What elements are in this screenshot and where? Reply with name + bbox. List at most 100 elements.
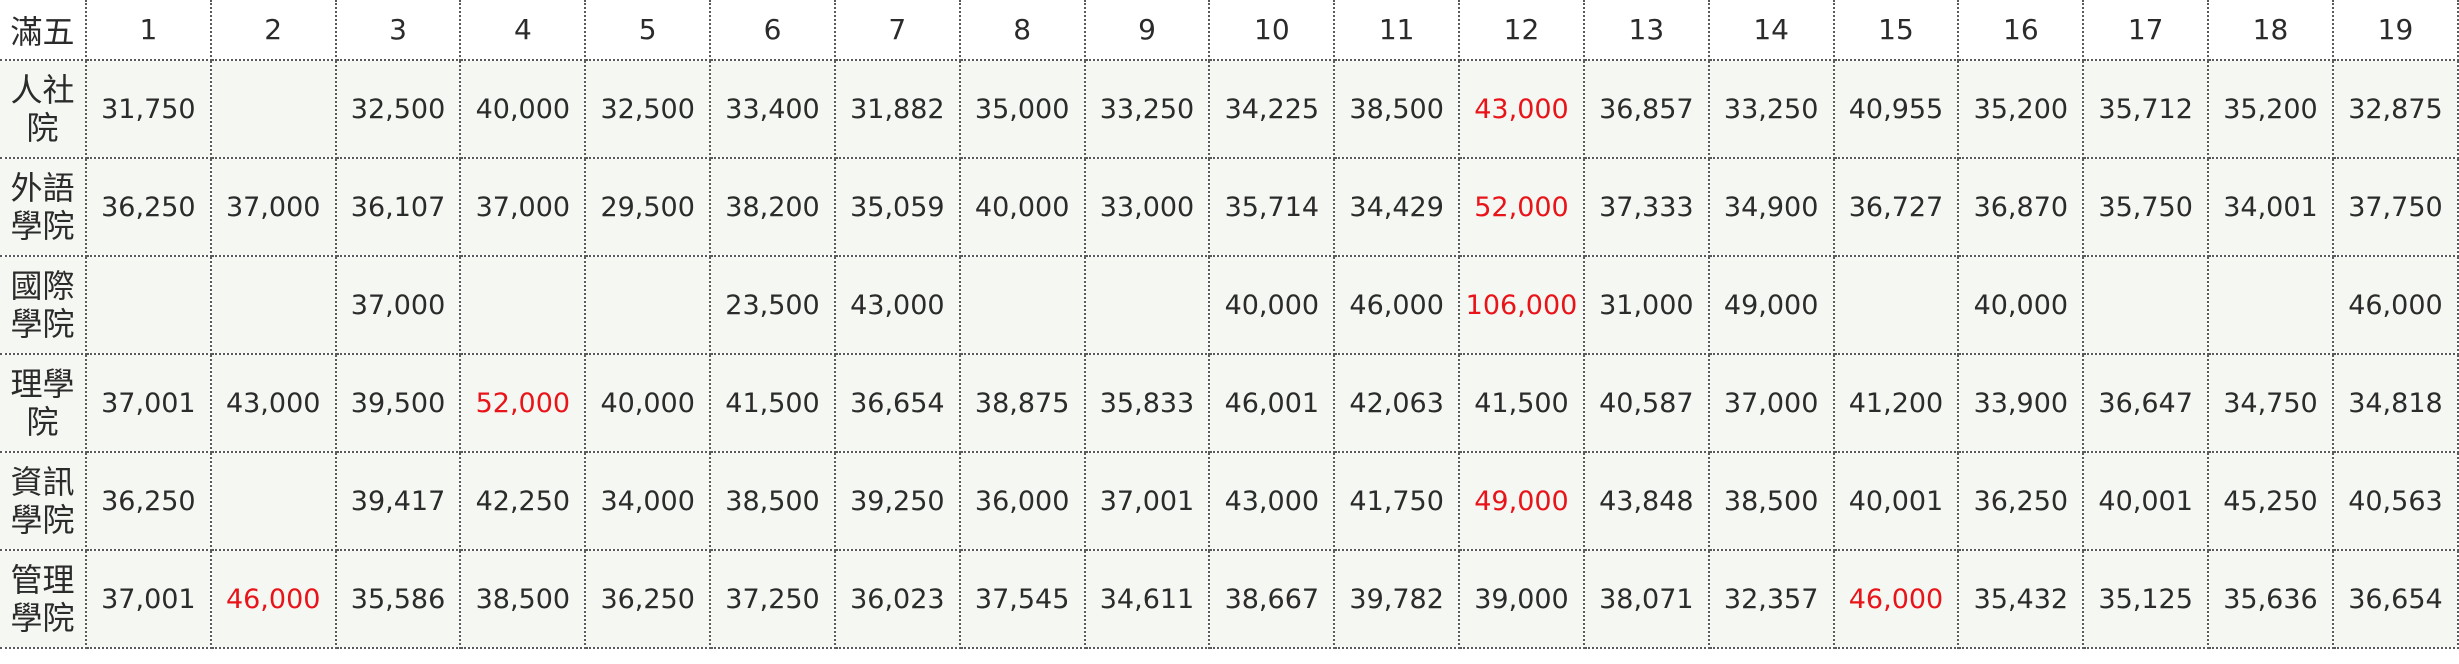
table-cell: 35,432 [1958, 550, 2085, 649]
table-cell [210, 452, 337, 551]
table-row: 外語學院 36,250 37,000 36,107 37,000 29,500 38,200… [0, 158, 2459, 257]
table-cell: 36,654 [2332, 550, 2459, 649]
table-cell: 35,833 [1084, 354, 1211, 453]
row-label: 外語學院 [0, 158, 87, 257]
table-row: 資訊學院 36,250 39,417 42,250 34,000 38,500 39,250… [0, 452, 2459, 551]
row-label: 資訊學院 [0, 452, 87, 551]
table-cell: 41,500 [710, 354, 836, 453]
table-header-row: 滿五 1 2 3 4 5 6 7 8 9 10 11 12 13 14 15 16 17 18 19 [0, 0, 2459, 61]
table-cell: 32,875 [2332, 60, 2459, 159]
table-cell: 36,857 [1583, 60, 1710, 159]
table-cell: 42,250 [460, 452, 587, 551]
table-cell [1084, 256, 1211, 355]
table-cell: 35,750 [2083, 158, 2210, 257]
table-cell [85, 256, 212, 355]
row-label: 管理學院 [0, 550, 87, 649]
table-cell: 35,000 [959, 60, 1086, 159]
table-cell [2083, 256, 2210, 355]
table-cell: 39,417 [335, 452, 462, 551]
table-cell: 36,654 [834, 354, 961, 453]
table-row: 人社院 31,750 32,500 40,000 32,500 33,400 31,882 3… [0, 60, 2459, 159]
column-header: 6 [710, 0, 836, 61]
table-cell [585, 256, 712, 355]
table-cell: 34,818 [2332, 354, 2459, 453]
table-cell: 41,500 [1459, 354, 1585, 453]
row-label: 人社院 [0, 60, 87, 159]
column-header: 10 [1209, 0, 1336, 61]
table-cell: 43,000 [210, 354, 337, 453]
table-cell [1833, 256, 1960, 355]
table-cell: 37,001 [85, 354, 212, 453]
table-cell: 38,875 [959, 354, 1086, 453]
table-cell: 32,500 [335, 60, 462, 159]
table-cell: 43,000 [1459, 60, 1585, 159]
table-cell: 43,848 [1583, 452, 1710, 551]
table-cell: 31,882 [834, 60, 961, 159]
table-cell [959, 256, 1086, 355]
table-cell: 36,647 [2083, 354, 2210, 453]
table-cell [460, 256, 587, 355]
table-cell: 43,000 [834, 256, 961, 355]
table-cell: 37,000 [1708, 354, 1835, 453]
table-cell: 38,500 [1708, 452, 1835, 551]
table-cell: 33,250 [1084, 60, 1211, 159]
table-cell: 37,545 [959, 550, 1086, 649]
column-header: 1 [85, 0, 212, 61]
table-cell: 46,000 [1833, 550, 1960, 649]
table-cell: 37,000 [210, 158, 337, 257]
table-cell: 40,563 [2332, 452, 2459, 551]
column-header: 16 [1958, 0, 2085, 61]
table-cell: 35,125 [2083, 550, 2210, 649]
table-cell: 37,001 [1084, 452, 1211, 551]
table-cell: 37,250 [710, 550, 836, 649]
table-cell: 40,001 [2083, 452, 2210, 551]
table-cell [210, 60, 337, 159]
column-header: 4 [460, 0, 587, 61]
column-header: 9 [1084, 0, 1211, 61]
table-cell: 41,750 [1334, 452, 1461, 551]
table-row: 管理學院 37,001 46,000 35,586 38,500 36,250 37,250… [0, 550, 2459, 649]
table-cell: 52,000 [460, 354, 587, 453]
table-cell: 34,750 [2208, 354, 2334, 453]
table-cell: 35,059 [834, 158, 961, 257]
column-header: 5 [585, 0, 712, 61]
table-cell: 38,500 [460, 550, 587, 649]
table-cell: 31,750 [85, 60, 212, 159]
table-cell: 36,250 [585, 550, 712, 649]
table-cell: 38,071 [1583, 550, 1710, 649]
row-label: 理學院 [0, 354, 87, 453]
table-row: 國際學院 37,000 23,500 43,000 40,000 46,000 106,00… [0, 256, 2459, 355]
table-cell: 34,429 [1334, 158, 1461, 257]
table-cell: 40,587 [1583, 354, 1710, 453]
table-cell: 33,900 [1958, 354, 2085, 453]
table-cell: 23,500 [710, 256, 836, 355]
table-cell: 34,001 [2208, 158, 2334, 257]
table-cell: 43,000 [1209, 452, 1336, 551]
table-cell: 33,400 [710, 60, 836, 159]
table-cell: 38,200 [710, 158, 836, 257]
table-cell: 34,000 [585, 452, 712, 551]
table-row: 理學院 37,001 43,000 39,500 52,000 40,000 41,500 3… [0, 354, 2459, 453]
table-cell: 35,636 [2208, 550, 2334, 649]
table-cell [2208, 256, 2334, 355]
table-cell: 49,000 [1708, 256, 1835, 355]
table-cell: 36,000 [959, 452, 1086, 551]
table-cell: 46,001 [1209, 354, 1336, 453]
table-cell: 31,000 [1583, 256, 1710, 355]
table-cell: 36,250 [1958, 452, 2085, 551]
table-body: 人社院 31,750 32,500 40,000 32,500 33,400 31,882 3… [0, 60, 2459, 649]
table-cell: 32,357 [1708, 550, 1835, 649]
table-cell: 40,000 [460, 60, 587, 159]
table-cell: 35,712 [2083, 60, 2210, 159]
column-header: 7 [834, 0, 961, 61]
table-cell: 40,000 [1958, 256, 2085, 355]
column-header: 11 [1334, 0, 1461, 61]
table-cell: 38,667 [1209, 550, 1336, 649]
table-cell: 39,500 [335, 354, 462, 453]
table-cell: 33,250 [1708, 60, 1835, 159]
table-cell: 39,250 [834, 452, 961, 551]
table-cell: 35,200 [1958, 60, 2085, 159]
column-header: 12 [1459, 0, 1585, 61]
table-cell: 37,750 [2332, 158, 2459, 257]
table-cell: 46,000 [2332, 256, 2459, 355]
